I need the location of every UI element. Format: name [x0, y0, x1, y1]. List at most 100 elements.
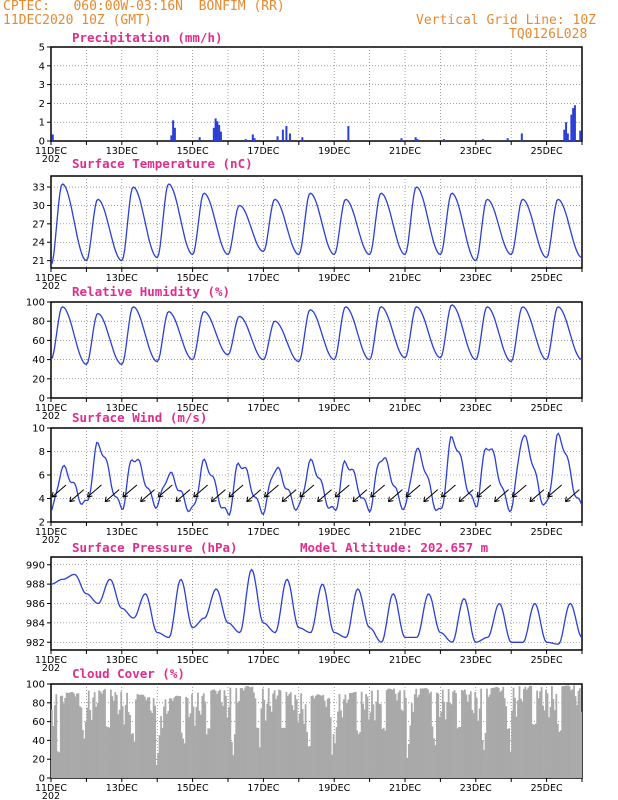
cloud-bar — [174, 695, 177, 778]
cloud-bar — [441, 689, 444, 778]
cloud-bar — [317, 694, 320, 778]
pressure-ytick-label: 988 — [26, 580, 45, 591]
cloud-bar — [292, 709, 295, 778]
cloud-bar — [556, 723, 559, 778]
wind-arrow — [388, 489, 403, 503]
cloud-bar — [508, 728, 511, 778]
cloud-bar — [344, 694, 347, 778]
wind-plot — [51, 432, 582, 516]
cloud-bar — [390, 689, 393, 778]
cloud-bar — [399, 690, 401, 778]
pressure-plot — [51, 568, 582, 645]
temperature-ytick-label: 24 — [32, 238, 45, 249]
wind-arrow-head — [246, 496, 252, 503]
pressure-title: Surface Pressure (hPa) — [72, 540, 238, 555]
cloud-bar — [289, 692, 292, 778]
cloud-bar — [474, 692, 477, 778]
cloud-bar — [521, 701, 524, 778]
cloud-bar — [295, 699, 298, 778]
wind-arrow — [281, 489, 297, 503]
cloud-bar — [561, 686, 564, 778]
precip-bar — [520, 133, 523, 141]
humidity-xtick-label: 21DEC — [389, 403, 421, 414]
cloud-bar — [405, 697, 407, 778]
cloud-bar — [228, 707, 230, 778]
cloud-bar — [484, 733, 487, 778]
wind-xtick-label: 13DEC — [106, 527, 138, 538]
cloud-bar — [372, 704, 375, 778]
cloud-bar — [394, 693, 397, 778]
cloud-bar — [294, 694, 297, 778]
cloud-bar — [545, 689, 547, 778]
cloud-bar — [99, 691, 102, 778]
cloud-bar — [62, 703, 65, 778]
cloud-bar — [379, 704, 382, 778]
cloud-bar — [301, 709, 304, 778]
cloud-bar — [306, 732, 308, 778]
cloud-bar — [543, 710, 546, 778]
wind-arrow-head — [122, 491, 128, 498]
cloud-bar — [546, 693, 549, 778]
wind-arrow — [441, 484, 456, 498]
cloud-bar — [191, 693, 193, 778]
precip-bar — [416, 139, 419, 141]
wind-arrow-head — [458, 496, 465, 503]
cloud-bar — [98, 690, 100, 778]
cloud-bar — [325, 706, 328, 778]
cloud-bar — [559, 730, 562, 778]
cloud-bar — [124, 705, 127, 778]
cloud-bar — [503, 698, 506, 778]
cloud-bar — [515, 716, 518, 778]
pressure-xtick-label: 21DEC — [389, 655, 421, 666]
precipitation-frame — [50, 46, 583, 142]
cloud-bar — [264, 720, 267, 778]
cloud-bar — [393, 688, 395, 778]
cloud-bar — [143, 696, 146, 778]
cloud-bar — [406, 757, 409, 778]
cloud-bar — [431, 726, 434, 778]
cloud-bar — [130, 734, 133, 778]
wind-ytick-label: 4 — [39, 494, 45, 505]
cloud-bar — [424, 688, 426, 778]
cloud-bar — [111, 696, 114, 778]
temperature-ytick-label: 33 — [32, 183, 45, 194]
cloud-bar — [514, 698, 516, 778]
cloud-bar — [331, 754, 334, 778]
cloud-bar — [494, 687, 497, 778]
wind-arrow — [547, 484, 563, 498]
pressure-xtick-label: 25DEC — [531, 655, 563, 666]
cloud-ytick-label: 40 — [32, 736, 45, 747]
precip-bar — [218, 125, 221, 141]
cloud-bar — [53, 705, 56, 778]
cloud-bar — [346, 702, 348, 778]
cloud-bar — [210, 690, 213, 778]
wind-arrow — [423, 489, 439, 503]
cloud-bar — [464, 689, 466, 778]
cloud-bar — [74, 696, 77, 778]
cloud-bar — [288, 693, 291, 778]
cloud-bar — [107, 727, 109, 778]
temperature-panel: 21 24 27 30 33 11DEC 13DEC 15DEC 17DEC 19DEC 21DEC… — [32, 156, 583, 292]
cloud-bar — [179, 696, 182, 778]
cloud-bar — [87, 690, 90, 778]
cloud-bar — [160, 716, 162, 778]
cloud-bar — [340, 710, 342, 778]
precip-bar — [565, 122, 568, 141]
precip-bar — [566, 133, 569, 141]
cloud-bar — [418, 694, 421, 778]
cloud-bar — [562, 685, 565, 778]
cloud-bar — [506, 728, 509, 778]
wind-arrow-head — [104, 496, 111, 503]
temperature-ytick-label: 30 — [32, 201, 45, 212]
cloud-bar — [56, 751, 59, 778]
cloud-bar — [369, 712, 372, 778]
cloud-bar — [343, 699, 345, 778]
cloud-bar — [195, 707, 198, 778]
cloud-bar — [477, 720, 480, 778]
header-line1-left: CPTEC: 060:00W-03:16N BONFIM (RR) — [3, 0, 285, 14]
wind-title: Surface Wind (m/s) — [72, 410, 207, 425]
cloud-bar — [135, 699, 137, 778]
cloud-bar — [443, 701, 446, 778]
cloud-bar — [257, 727, 260, 778]
cloud-bar — [300, 693, 303, 778]
